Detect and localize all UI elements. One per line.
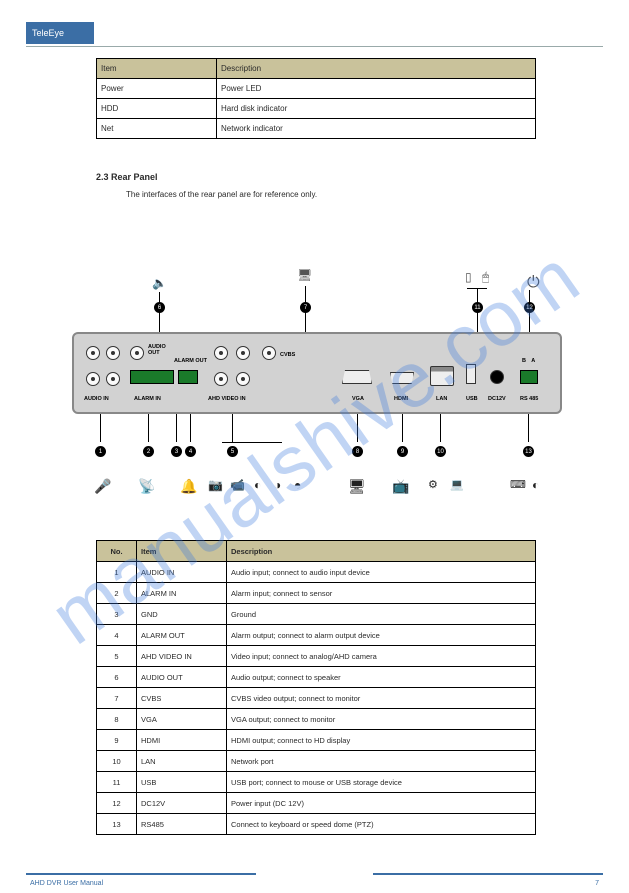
section-body: The interfaces of the rear panel are for… [126,190,317,199]
callout-3: 3 [171,446,182,457]
video-in-3 [236,346,250,360]
camera2-icon: 📹 [230,478,245,492]
dome2-icon: ◑ [274,478,281,492]
footer-rule-right [373,873,603,875]
footer-text-right: 7 [595,880,599,887]
rear-panel-table: No. Item Description 1AUDIO INAudio inpu… [96,540,536,835]
tv-icon: 📺 [392,478,409,495]
vga-port [342,370,372,384]
sensor-icon: 📡 [138,478,155,495]
table-row: 12DC12VPower input (DC 12V) [97,793,536,814]
brand-text: TeleEye [32,28,64,38]
brand-header: TeleEye [26,22,94,44]
callout-12: 12 [524,302,535,313]
t1-h0: Item [97,59,217,79]
table-row: 5AHD VIDEO INVideo input; connect to ana… [97,646,536,667]
callout-1: 1 [95,446,106,457]
monitor-icon: 🖥 [297,268,312,282]
audio-in-1 [86,346,100,360]
device-icon-row: 🎤 📡 🔔 📷 📹 ◐ ◑ ◓ 🖥 📺 ⚙ 💻 ⌨ ◐ [72,478,562,506]
speaker-icon: 🔈 [152,276,167,290]
table-row: Net Network indicator [97,119,536,139]
front-panel-table: Item Description Power Power LED HDD Har… [96,58,536,139]
label-lan: LAN [436,396,447,402]
label-hdmi: HDMI [394,396,408,402]
callout-13: 13 [523,446,534,457]
callout-8: 8 [352,446,363,457]
callout-7: 7 [300,302,311,313]
lan-port [430,366,454,386]
hdmi-port [390,372,414,384]
callout-2: 2 [143,446,154,457]
label-video-in: AHD VIDEO IN [208,396,246,402]
label-cvbs: CVBS [280,352,295,358]
label-audio-out: AUDIO OUT [148,344,172,356]
label-usb: USB [466,396,478,402]
rear-panel-chassis: AUDIO IN AUDIO OUT ALARM OUT ALARM IN AH… [72,332,562,414]
t2-h2: Description [227,541,536,562]
label-dc12v: DC12V [488,396,506,402]
label-alarm-in: ALARM IN [134,396,161,402]
table-row: 11USBUSB port; connect to mouse or USB s… [97,772,536,793]
rs485-terminal [520,370,538,384]
label-alarm-out: ALARM OUT [174,358,207,364]
keyboard-icon: ⌨ [510,478,526,491]
table-row: 13RS485Connect to keyboard or speed dome… [97,814,536,835]
table-row: 3GNDGround [97,604,536,625]
alarm-icon: 🔔 [180,478,197,495]
table-row: 1AUDIO INAudio input; connect to audio i… [97,562,536,583]
camera1-icon: 📷 [208,478,223,492]
table-row: HDD Hard disk indicator [97,99,536,119]
t2-h0: No. [97,541,137,562]
alarm-out-terminal [178,370,198,384]
header-divider [26,46,603,47]
cvbs-port [262,346,276,360]
dome1-icon: ◐ [254,478,261,492]
callout-9: 9 [397,446,408,457]
audio-in-2 [86,372,100,386]
table-row: 6AUDIO OUTAudio output; connect to speak… [97,667,536,688]
callout-10: 10 [435,446,446,457]
footer-rule-left [26,873,256,875]
table-row: 2ALARM INAlarm input; connect to sensor [97,583,536,604]
callout-11: 11 [472,302,483,313]
mic-icon: 🎤 [94,478,111,495]
table-row: Power Power LED [97,79,536,99]
rear-panel-diagram: 🔈 🖥 ▯ 🖱 ⏻ 6 7 11 12 AUDIO IN AUDIO OUT A… [72,260,562,520]
pc-icon: 💻 [450,478,464,491]
monitor2-icon: 🖥 [348,478,366,495]
table-row: 9HDMIHDMI output; connect to HD display [97,730,536,751]
table-row: 8VGAVGA output; connect to monitor [97,709,536,730]
video-in-4 [236,372,250,386]
label-vga: VGA [352,396,364,402]
network-icon: ⚙ [428,478,438,491]
t2-h1: Item [137,541,227,562]
footer-text-left: AHD DVR User Manual [30,880,103,887]
callout-6: 6 [154,302,165,313]
dc-jack [490,370,504,384]
table-row: 4ALARM OUTAlarm output; connect to alarm… [97,625,536,646]
callout-5: 5 [227,446,238,457]
table-row: 10LANNetwork port [97,751,536,772]
label-audio-in: AUDIO IN [84,396,109,402]
alarm-in-terminal [130,370,174,384]
callout-4: 4 [185,446,196,457]
usb-stick-icon: ▯ [465,270,472,284]
section-title: 2.3 Rear Panel [96,172,158,182]
ptz-icon: ◐ [532,478,539,492]
dome3-icon: ◓ [294,478,301,492]
video-in-2 [214,372,228,386]
label-rs485: RS 485 [520,396,538,402]
table-row: 7CVBSCVBS video output; connect to monit… [97,688,536,709]
audio-in-3 [106,346,120,360]
mouse-icon: 🖱 [482,270,489,285]
audio-in-4 [106,372,120,386]
audio-out-port [130,346,144,360]
t1-h1: Description [217,59,536,79]
video-in-1 [214,346,228,360]
usb-port [466,364,476,384]
